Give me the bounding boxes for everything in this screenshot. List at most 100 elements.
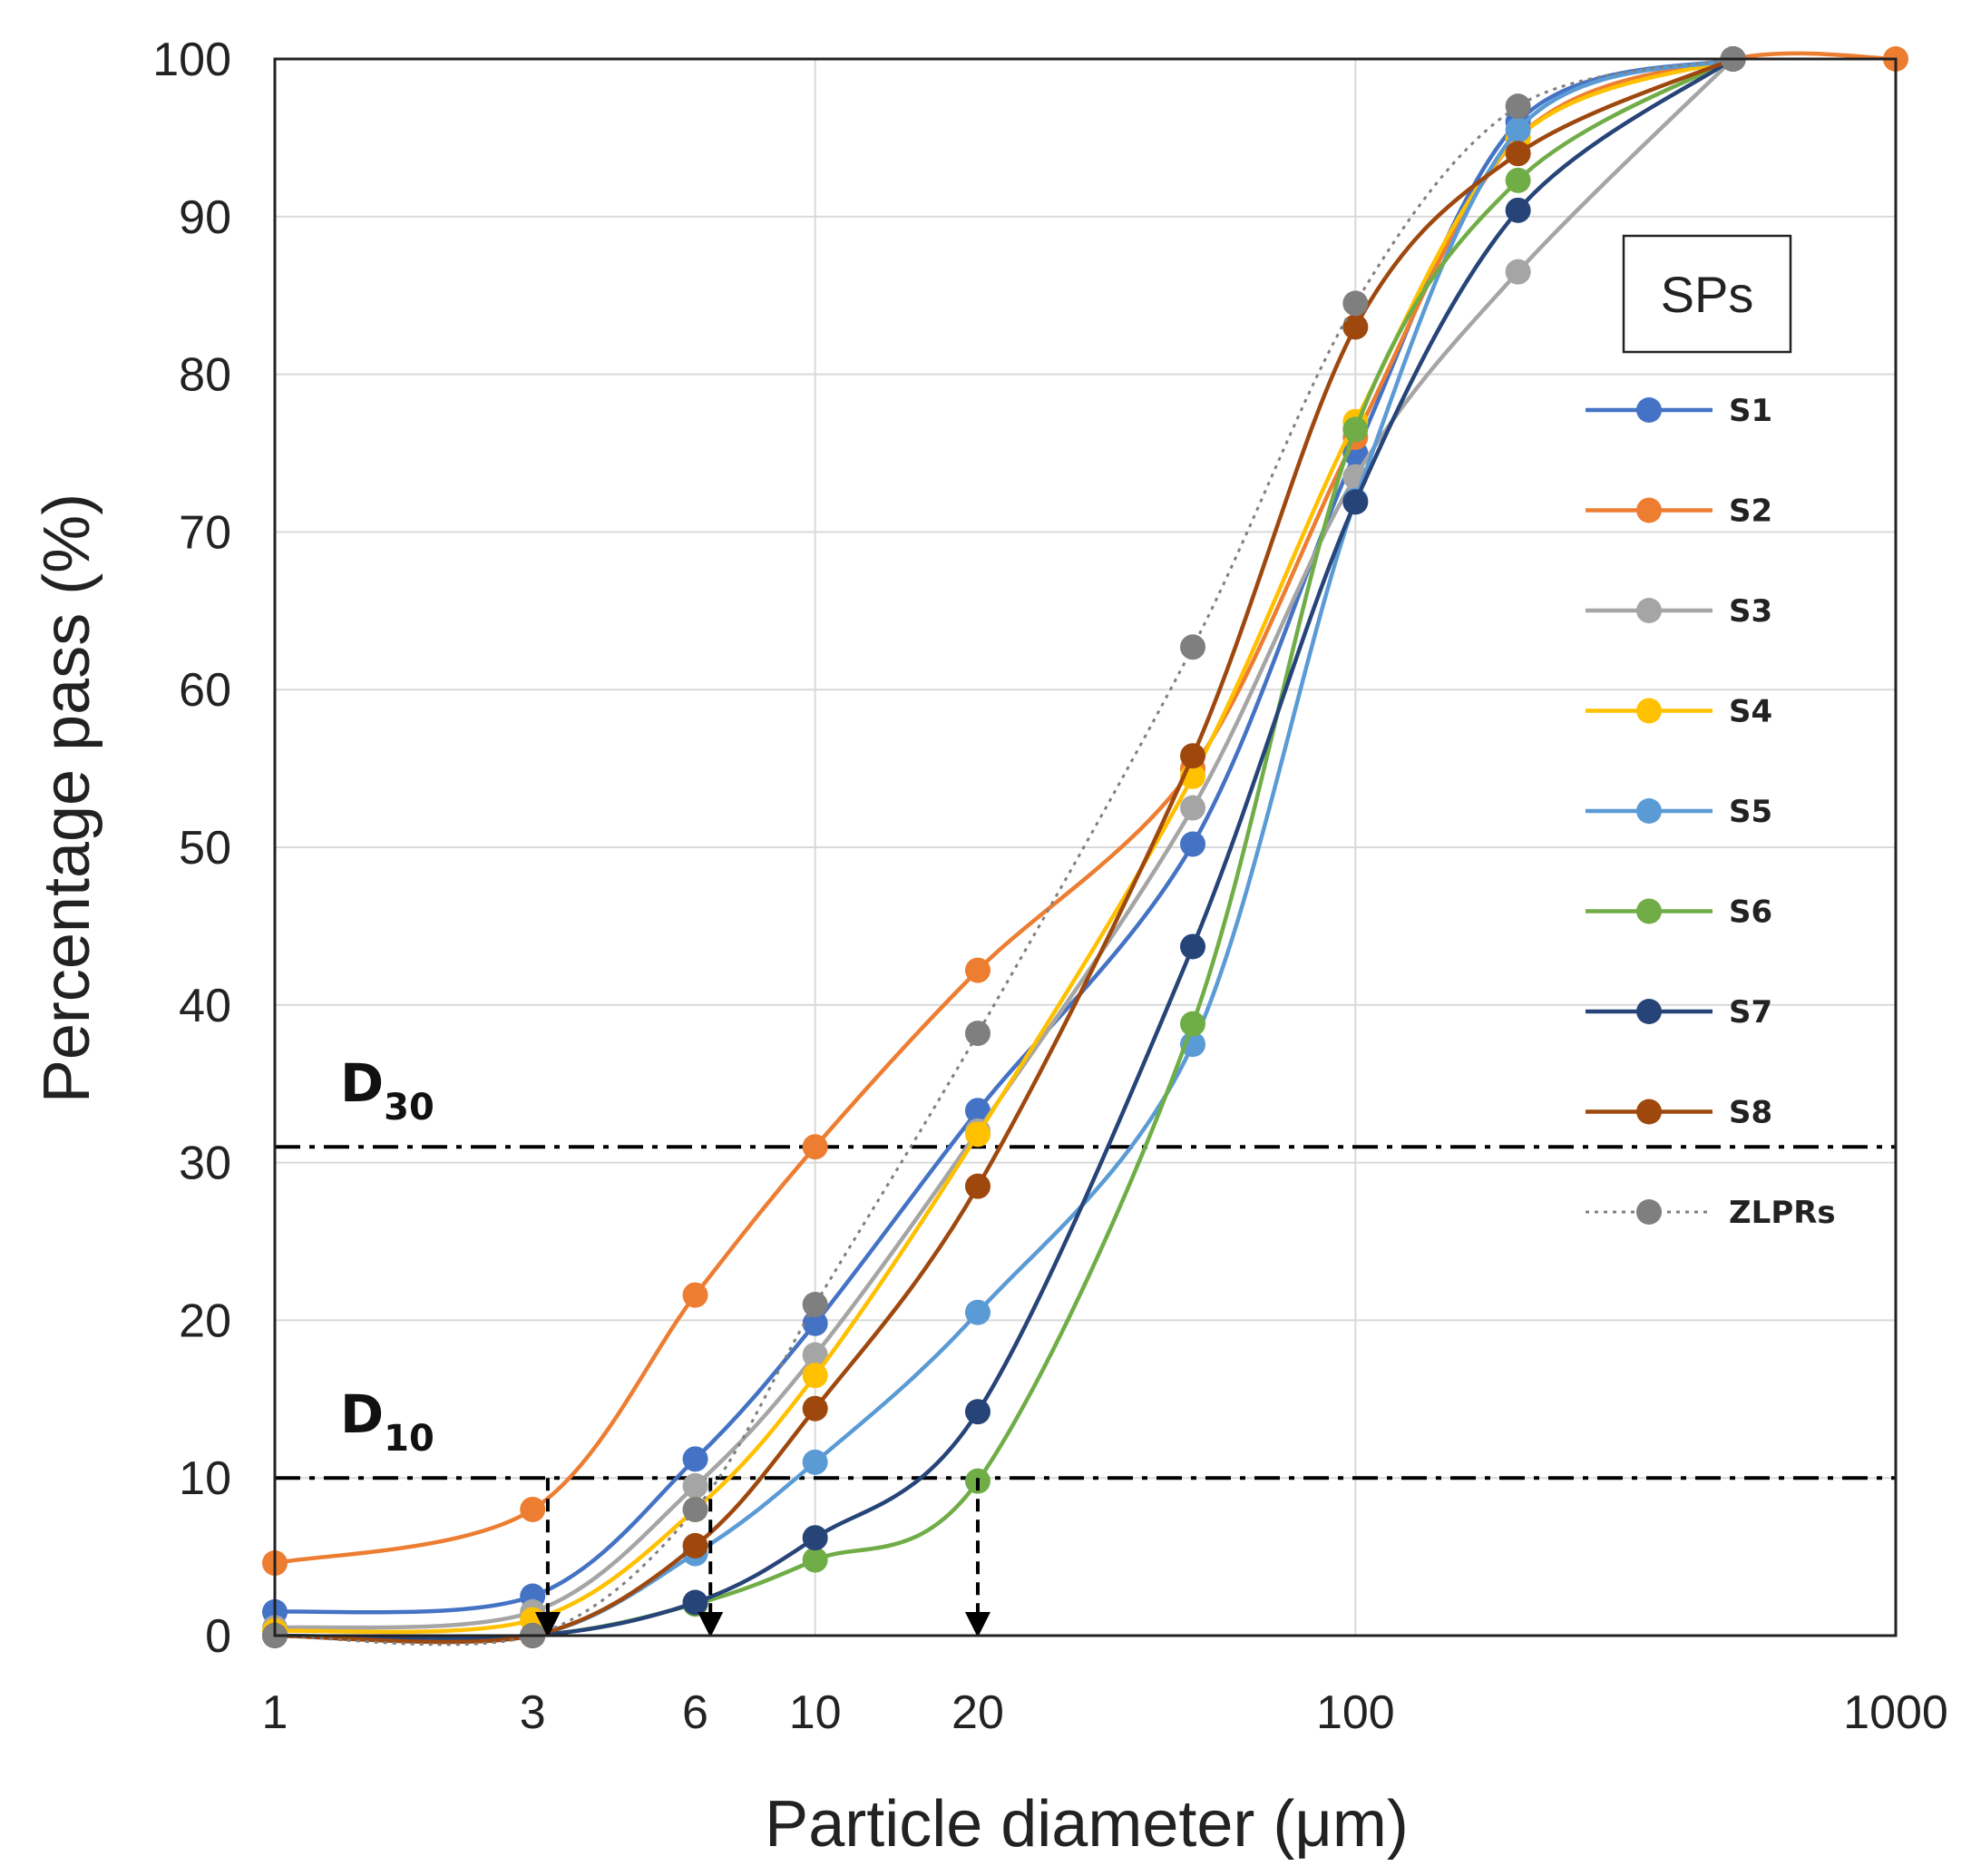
legend-marker: [1636, 698, 1662, 724]
y-tick-label: 70: [179, 506, 231, 559]
data-point-S4: [964, 1121, 990, 1148]
series-line-S7: [274, 57, 1734, 1640]
legend-marker: [1636, 1199, 1662, 1225]
series-line-S4: [274, 56, 1734, 1635]
data-point-ZLPRs: [682, 1496, 708, 1522]
data-point-ZLPRs: [1505, 93, 1531, 120]
data-point-S4: [802, 1363, 828, 1389]
x-tick-label: 3: [520, 1686, 546, 1739]
reference-lines: [275, 1145, 1896, 1480]
data-point-S7: [1342, 489, 1369, 515]
y-axis-title: Percentage pass (%): [31, 493, 103, 1103]
series-line-S5: [274, 56, 1734, 1644]
legend-item-ZLPRs: ZLPRs: [1586, 1195, 1836, 1231]
data-point-S8: [1505, 141, 1531, 167]
data-point-S1: [1180, 831, 1206, 857]
data-point-S3: [682, 1472, 708, 1499]
series-line-S6: [274, 57, 1734, 1640]
data-point-S7: [682, 1589, 708, 1616]
legend-item-S1: S1: [1586, 393, 1772, 429]
data-series: [262, 46, 1908, 1648]
legend-item-S8: S8: [1586, 1095, 1772, 1131]
y-tick-label: 60: [179, 664, 231, 717]
legend-label: S8: [1729, 1095, 1772, 1131]
data-point-S1: [682, 1446, 708, 1472]
x-tick-label: 10: [789, 1686, 842, 1739]
data-point-S8: [802, 1395, 828, 1422]
legend-item-S4: S4: [1586, 694, 1772, 730]
series-line-S1: [274, 56, 1734, 1615]
data-point-S8: [682, 1532, 708, 1558]
legend-title-box: [1622, 234, 1792, 354]
plot-frame: [273, 57, 1898, 1637]
series-ZLPRs: [262, 46, 1746, 1648]
y-tick-label: 0: [205, 1610, 231, 1663]
data-point-S6: [1505, 167, 1531, 193]
data-point-S8: [1342, 314, 1369, 340]
x-axis-ticks: 1 3 6 10 20 100 1000: [262, 1686, 1948, 1739]
data-point-S6: [802, 1547, 828, 1573]
data-point-S7: [1180, 933, 1206, 960]
legend: SPs S1 S2 S3 S4 S5 S6 S7 S8 ZLPRs: [1586, 234, 1836, 1231]
data-point-ZLPRs: [1342, 290, 1369, 317]
series-S3: [262, 46, 1746, 1641]
data-point-S2: [520, 1496, 546, 1522]
y-tick-label: 50: [179, 822, 231, 874]
x-tick-label: 100: [1316, 1686, 1395, 1739]
data-point-ZLPRs: [964, 1021, 990, 1047]
series-line-ZLPRs: [274, 57, 1734, 1646]
data-point-S2: [964, 957, 990, 983]
arrow-head: [964, 1612, 990, 1637]
data-point-S6: [1180, 1011, 1206, 1037]
series-line-S3: [274, 57, 1735, 1630]
series-line-S2: [274, 51, 1897, 1566]
legend-label: S1: [1729, 393, 1772, 429]
data-point-ZLPRs: [1180, 634, 1206, 660]
legend-label: S7: [1729, 994, 1772, 1031]
x-axis-title: Particle diameter (μm): [765, 1788, 1409, 1861]
reference-line-labels: D30 D10: [340, 1052, 434, 1460]
legend-marker: [1636, 1099, 1662, 1125]
data-point-S5: [802, 1449, 828, 1475]
legend-label: S6: [1729, 894, 1772, 931]
legend-item-S5: S5: [1586, 794, 1772, 830]
reference-line-label: D10: [340, 1383, 434, 1460]
annotation-arrows: [534, 1478, 990, 1637]
legend-label: S4: [1729, 694, 1772, 730]
y-tick-label: 10: [179, 1452, 231, 1505]
y-tick-label: 20: [179, 1295, 231, 1347]
legend-marker: [1636, 999, 1662, 1024]
data-point-S8: [1180, 743, 1206, 769]
data-point-S3: [802, 1342, 828, 1368]
legend-marker: [1636, 598, 1662, 623]
legend-marker: [1636, 397, 1662, 423]
legend-label: ZLPRs: [1729, 1195, 1836, 1231]
legend-marker: [1636, 497, 1662, 523]
legend-label: S3: [1729, 593, 1772, 630]
legend-label: S2: [1729, 493, 1772, 530]
legend-items: S1 S2 S3 S4 S5 S6 S7 S8 ZLPRs: [1586, 393, 1836, 1231]
x-tick-label: 1000: [1843, 1686, 1948, 1739]
legend-marker: [1636, 898, 1662, 924]
y-tick-label: 30: [179, 1138, 231, 1190]
legend-title: SPs: [1661, 266, 1754, 323]
legend-item-S7: S7: [1586, 994, 1772, 1031]
data-point-S2: [802, 1134, 828, 1160]
data-point-ZLPRs: [802, 1292, 828, 1318]
data-point-S1: [964, 1098, 990, 1124]
reference-line-label: D30: [340, 1052, 434, 1129]
x-tick-label: 6: [682, 1686, 708, 1739]
x-tick-label: 1: [262, 1686, 288, 1739]
data-point-S5: [964, 1299, 990, 1325]
data-point-S6: [1342, 416, 1369, 443]
series-S4: [262, 46, 1746, 1644]
y-axis-ticks: 0 10 20 30 40 50 60 70 80 90 100: [152, 34, 231, 1663]
arrow-head: [534, 1612, 561, 1637]
y-tick-label: 100: [152, 34, 231, 86]
data-point-S7: [964, 1399, 990, 1425]
legend-item-S6: S6: [1586, 894, 1772, 931]
arrow-head: [698, 1612, 724, 1637]
y-tick-label: 90: [179, 191, 231, 244]
data-point-S7: [802, 1525, 828, 1551]
